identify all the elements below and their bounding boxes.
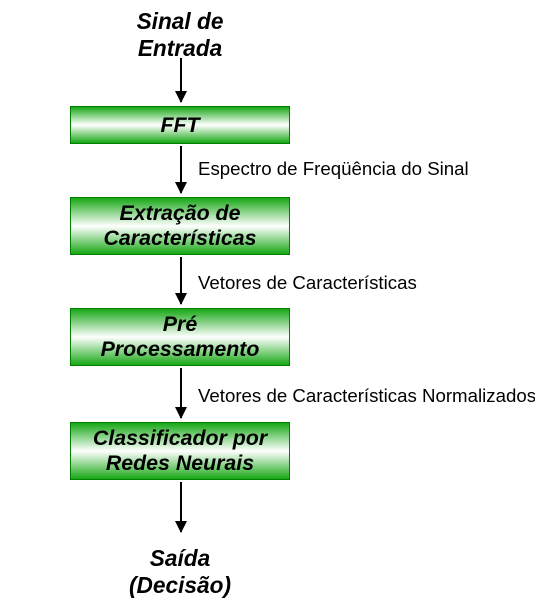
output-label: Saída (Decisão): [100, 545, 260, 599]
flowchart-canvas: Sinal de Entrada FFT Extração de Caracte…: [0, 0, 535, 606]
edge-label-1: Vetores de Características: [198, 272, 417, 294]
edge-label-0: Espectro de Freqüência do Sinal: [198, 158, 469, 180]
arrow-3: [180, 368, 182, 418]
input-label: Sinal de Entrada: [110, 8, 250, 62]
arrow-4: [180, 482, 182, 532]
arrow-1: [180, 146, 182, 193]
edge-label-2: Vetores de Características Normalizados: [198, 385, 535, 407]
block-fft: FFT: [70, 106, 290, 144]
arrow-0: [180, 58, 182, 102]
block-pre: Pré Processamento: [70, 308, 290, 366]
block-classificador: Classificador por Redes Neurais: [70, 422, 290, 480]
block-extracao: Extração de Características: [70, 197, 290, 255]
arrow-2: [180, 257, 182, 304]
